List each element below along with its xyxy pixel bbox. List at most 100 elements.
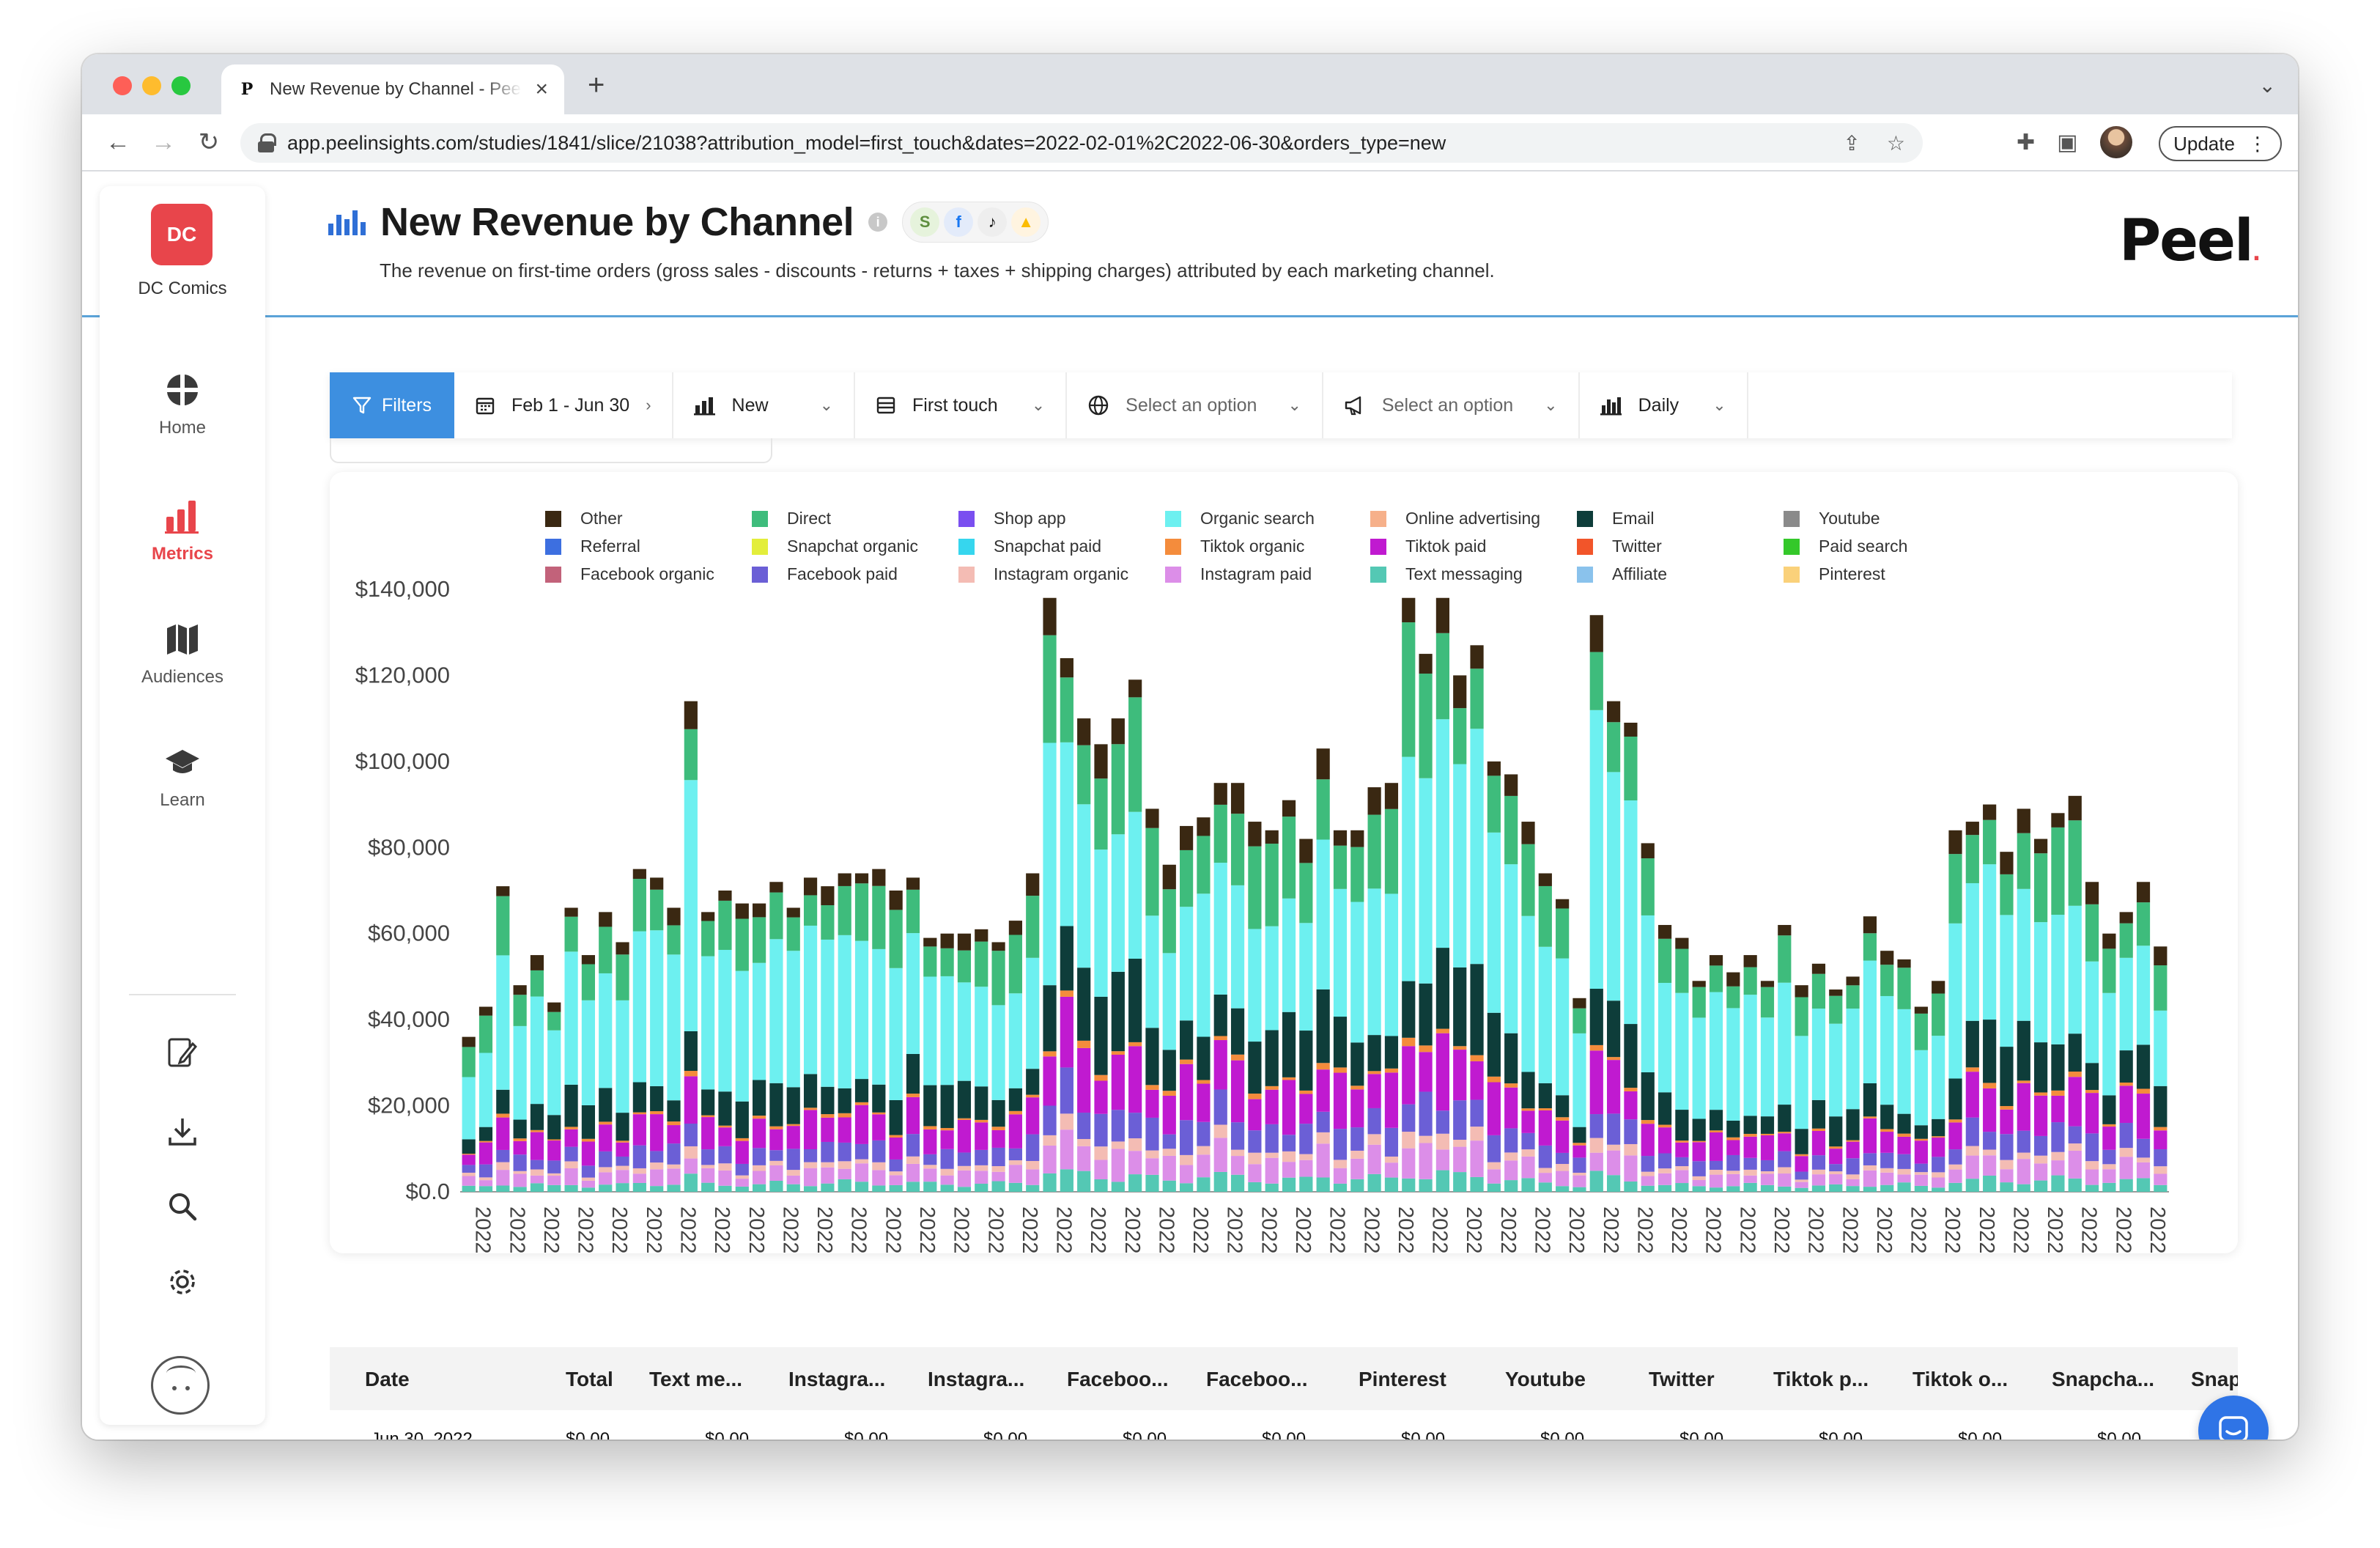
profile-avatar[interactable]	[2099, 126, 2132, 158]
share-icon[interactable]: ⇪	[1843, 131, 1860, 155]
column-header[interactable]: Total	[566, 1368, 613, 1390]
table-cell: $0.00	[1540, 1429, 1585, 1440]
bar-segment	[735, 1140, 749, 1164]
legend-item[interactable]: Instagram paid	[1165, 564, 1312, 584]
column-header[interactable]: Instagra...	[788, 1368, 886, 1390]
legend-item[interactable]: Text messaging	[1370, 564, 1523, 584]
bar-segment	[2119, 1157, 2133, 1179]
search-icon[interactable]	[100, 1190, 265, 1229]
column-header[interactable]: Text me...	[649, 1368, 743, 1390]
region-select[interactable]: Select an option ⌄	[1067, 372, 1323, 438]
legend-item[interactable]: Facebook organic	[545, 564, 714, 584]
forward-icon[interactable]: →	[151, 128, 176, 156]
legend-item[interactable]: Referral	[545, 537, 640, 556]
legend-item[interactable]: Tiktok paid	[1370, 537, 1486, 556]
order-type-select[interactable]: New ⌄	[673, 372, 855, 438]
legend-item[interactable]: Pinterest	[1784, 564, 1885, 584]
bookmark-star-icon[interactable]: ☆	[1886, 131, 1905, 155]
legend-item[interactable]: Twitter	[1577, 537, 1662, 556]
new-tab-icon[interactable]: +	[588, 69, 605, 101]
legend-item[interactable]: Email	[1577, 509, 1655, 528]
close-window-button[interactable]	[113, 76, 132, 95]
date-range-selector[interactable]: Feb 1 - Jun 30 ›	[454, 372, 673, 438]
tab-search-chevron-icon[interactable]: ⌄	[2258, 74, 2276, 97]
bar-segment	[547, 1115, 561, 1140]
bar-segment	[684, 1031, 698, 1072]
extensions-puzzle-icon[interactable]: ✚	[2017, 130, 2036, 155]
app-content: DC DC Comics Home Metrics Audiences	[82, 172, 2298, 1440]
sidebar-item-metrics[interactable]: Metrics	[100, 497, 265, 564]
column-header[interactable]: Snapc	[2191, 1368, 2238, 1390]
bar-segment	[1265, 830, 1279, 844]
org-badge[interactable]: DC	[151, 204, 212, 265]
column-header[interactable]: Pinterest	[1359, 1368, 1446, 1390]
close-tab-icon[interactable]: ×	[535, 77, 548, 101]
legend-item[interactable]: Youtube	[1784, 509, 1880, 528]
legend-item[interactable]: Direct	[752, 509, 831, 528]
bar-segment	[1589, 1114, 1603, 1138]
legend-item[interactable]: Organic search	[1165, 509, 1315, 528]
reload-icon[interactable]: ↻	[198, 128, 220, 156]
column-header[interactable]: Twitter	[1649, 1368, 1715, 1390]
column-header[interactable]: Faceboo...	[1067, 1368, 1169, 1390]
bar-segment	[1778, 982, 1792, 1105]
legend-item[interactable]: Tiktok organic	[1165, 537, 1304, 556]
granularity-select[interactable]: Daily ⌄	[1580, 372, 1748, 438]
legend-item[interactable]: Paid search	[1784, 537, 1907, 556]
info-icon[interactable]: i	[868, 213, 888, 232]
bar-segment	[478, 1164, 493, 1178]
column-header[interactable]: Youtube	[1505, 1368, 1586, 1390]
column-header[interactable]: Instagra...	[928, 1368, 1025, 1390]
filters-button[interactable]: Filters	[330, 372, 454, 438]
legend-item[interactable]: Shop app	[958, 509, 1065, 528]
bar-segment	[1760, 1173, 1775, 1185]
sidebar-item-learn[interactable]: Learn	[100, 743, 265, 811]
sidebar: DC DC Comics Home Metrics Audiences	[100, 186, 265, 1425]
bar-segment	[1470, 1061, 1484, 1100]
browser-tab[interactable]: P New Revenue by Channel - Peel ×	[221, 64, 564, 114]
maximize-window-button[interactable]	[171, 76, 191, 95]
edit-document-icon[interactable]	[100, 1036, 265, 1075]
sidebar-item-home[interactable]: Home	[100, 371, 265, 438]
settings-gear-icon[interactable]	[100, 1265, 265, 1305]
column-header[interactable]: Snapcha...	[2052, 1368, 2155, 1390]
bar-segment	[1538, 1108, 1552, 1110]
download-icon[interactable]	[100, 1116, 265, 1154]
column-header[interactable]: Faceboo...	[1206, 1368, 1308, 1390]
side-panel-icon[interactable]: ▣	[2057, 130, 2078, 155]
update-button[interactable]: Update ⋮	[2159, 126, 2282, 161]
bar-segment	[1846, 1179, 1860, 1187]
legend-item[interactable]: Instagram organic	[958, 564, 1128, 584]
bar-segment	[1624, 1181, 1638, 1192]
attribution-select[interactable]: First touch ⌄	[855, 372, 1068, 438]
bar-segment	[1675, 1140, 1689, 1143]
bar-segment	[957, 1187, 972, 1192]
column-header[interactable]: Tiktok o...	[1912, 1368, 2008, 1390]
bar-segment	[2034, 922, 2048, 1043]
legend-item[interactable]: Snapchat paid	[958, 537, 1101, 556]
legend-item[interactable]: Facebook paid	[752, 564, 898, 584]
bar-segment	[1607, 772, 1621, 1001]
bar-segment	[1265, 1089, 1279, 1124]
legend-item[interactable]: Affiliate	[1577, 564, 1667, 584]
x-tick-label: 2022-04-30	[1120, 1206, 1144, 1253]
bar-segment	[2034, 1180, 2048, 1192]
bar-segment	[1008, 921, 1022, 935]
sidebar-item-audiences[interactable]: Audiences	[100, 620, 265, 688]
bar-segment	[616, 1170, 629, 1184]
back-icon[interactable]: ←	[106, 128, 130, 156]
campaign-select[interactable]: Select an option ⌄	[1323, 372, 1580, 438]
column-header[interactable]: Tiktok p...	[1773, 1368, 1869, 1390]
minimize-window-button[interactable]	[142, 76, 161, 95]
column-header[interactable]: Date	[365, 1368, 410, 1390]
legend-swatch	[752, 566, 768, 583]
bar-segment	[1162, 1155, 1176, 1181]
legend-item[interactable]: Other	[545, 509, 623, 528]
legend-item[interactable]: Snapchat organic	[752, 537, 918, 556]
user-avatar[interactable]	[151, 1356, 210, 1415]
legend-item[interactable]: Online advertising	[1370, 509, 1540, 528]
bar-segment	[718, 1091, 732, 1126]
bar-segment	[513, 1119, 527, 1139]
search-field-stub[interactable]	[330, 438, 772, 463]
address-bar[interactable]: app.peelinsights.com/studies/1841/slice/…	[240, 123, 1923, 163]
